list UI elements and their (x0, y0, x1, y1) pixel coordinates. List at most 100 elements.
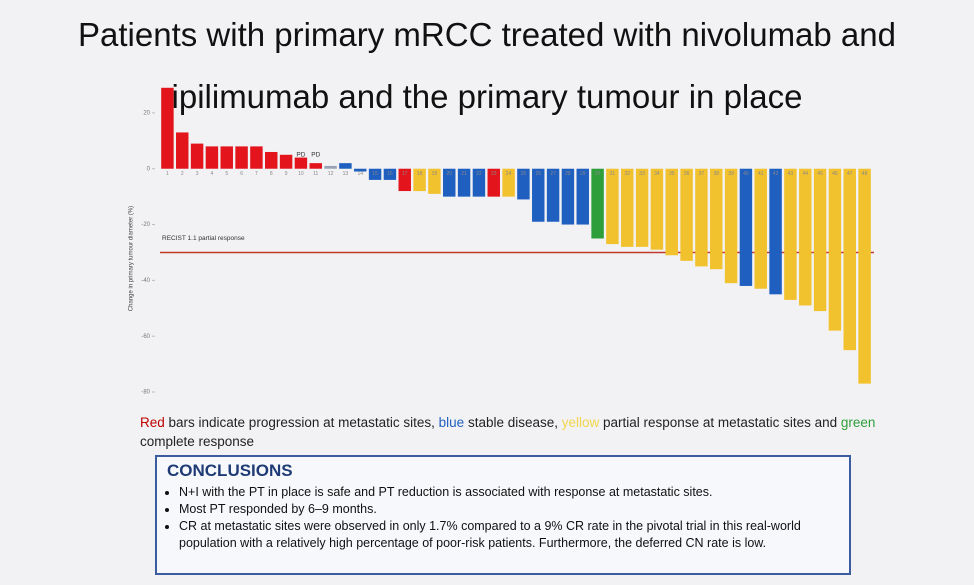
conclusions-title: CONCLUSIONS (167, 461, 293, 480)
x-tick-label: 47 (847, 171, 853, 177)
caption-segment: green (840, 415, 876, 430)
x-tick-label: 9 (285, 171, 288, 177)
x-tick-label: 1 (166, 171, 169, 177)
y-tick-label: -80 (141, 390, 150, 396)
x-tick-label: 26 (535, 171, 541, 177)
bar (502, 168, 515, 197)
bar (279, 154, 293, 169)
x-tick-label: 38 (713, 171, 719, 177)
y-tick-label: -60 (141, 334, 150, 340)
x-tick-label: 21 (461, 171, 467, 177)
bar (205, 146, 219, 169)
bar (324, 165, 337, 169)
bar (517, 168, 530, 200)
bar (843, 168, 856, 351)
bar (354, 168, 367, 172)
x-tick-label: 43 (788, 171, 794, 177)
caption-segment: bars indicate progression at metastatic … (164, 415, 439, 430)
caption-segment: complete response (140, 415, 880, 449)
x-tick-label: 15 (372, 171, 378, 177)
y-tick-label: -20 (141, 222, 150, 228)
x-tick-label: 18 (417, 171, 423, 177)
bar (176, 132, 189, 169)
conclusions-box: CONCLUSIONS N+I with the PT in place is … (155, 455, 851, 575)
x-tick-label: 42 (773, 171, 779, 177)
caption-segment: Red (140, 415, 165, 430)
x-tick-label: 48 (862, 171, 868, 177)
bar (472, 168, 486, 197)
bar (695, 168, 708, 267)
conclusion-item: N+I with the PT in place is safe and PT … (179, 484, 839, 501)
caption-segment: partial response at metastatic sites and (599, 415, 841, 430)
bar (813, 168, 827, 312)
bar (784, 168, 797, 300)
x-tick-label: 32 (624, 171, 630, 177)
x-tick-label: 7 (255, 171, 258, 177)
x-tick-label: 16 (387, 171, 393, 177)
x-tick-label: 19 (432, 171, 438, 177)
bar (665, 168, 678, 256)
x-tick-label: 5 (225, 171, 228, 177)
slide-title: Patients with primary mRCC treated with … (78, 16, 896, 115)
conclusion-item: CR at metastatic sites were observed in … (179, 518, 839, 552)
x-tick-label: 14 (357, 171, 363, 177)
y-tick-label: 20 (143, 110, 150, 116)
x-tick-label: 8 (270, 171, 273, 177)
x-tick-label: 44 (802, 171, 808, 177)
bar (769, 168, 782, 295)
bar (309, 163, 322, 169)
x-tick-label: 33 (639, 171, 645, 177)
y-tick-label: -40 (141, 278, 150, 284)
bar (413, 168, 426, 192)
x-tick-label: 40 (743, 171, 749, 177)
bar (606, 168, 619, 245)
x-tick-label: 30 (595, 171, 601, 177)
bar (635, 168, 649, 247)
bar (754, 168, 767, 289)
x-tick-label: 27 (550, 171, 556, 177)
x-tick-label: 28 (565, 171, 571, 177)
bar (383, 168, 397, 180)
bar (576, 168, 589, 225)
x-tick-label: 3 (196, 171, 199, 177)
bar (858, 168, 871, 384)
bar (398, 168, 411, 192)
caption-segment: stable disease, (464, 415, 562, 430)
bar (532, 168, 545, 222)
bar (650, 168, 664, 250)
bar (428, 168, 441, 194)
conclusion-item: Most PT responded by 6–9 months. (179, 501, 839, 518)
x-tick-label: 37 (699, 171, 705, 177)
bar (265, 151, 278, 169)
x-tick-label: 29 (580, 171, 586, 177)
bar (457, 168, 471, 197)
x-tick-label: 6 (240, 171, 243, 177)
bar (828, 168, 842, 331)
caption-segment: blue (438, 415, 465, 430)
caption: Red bars indicate progression at metasta… (140, 413, 880, 451)
x-tick-label: 4 (211, 171, 214, 177)
bar (368, 168, 382, 180)
x-tick-label: 25 (521, 171, 527, 177)
x-tick-label: 46 (832, 171, 838, 177)
bar (220, 146, 233, 169)
x-tick-label: 12 (328, 171, 334, 177)
y-axis-label: Change in primary tumour diameter (%) (129, 206, 135, 311)
x-tick-label: 20 (446, 171, 452, 177)
x-tick-label: 2 (181, 171, 184, 177)
conclusions-list: N+I with the PT in place is safe and PT … (167, 484, 839, 552)
bar (799, 168, 812, 306)
bar (680, 168, 693, 261)
bar (235, 146, 248, 169)
x-tick-label: 11 (313, 171, 318, 177)
bar (621, 168, 634, 247)
x-tick-label: 39 (728, 171, 734, 177)
x-tick-label: 31 (610, 171, 616, 177)
x-tick-label: 10 (298, 171, 304, 177)
y-tick-label: 0 (147, 166, 151, 172)
x-tick-label: 17 (402, 171, 408, 177)
bar (561, 168, 575, 225)
reference-label: RECIST 1.1 partial response (162, 235, 245, 242)
